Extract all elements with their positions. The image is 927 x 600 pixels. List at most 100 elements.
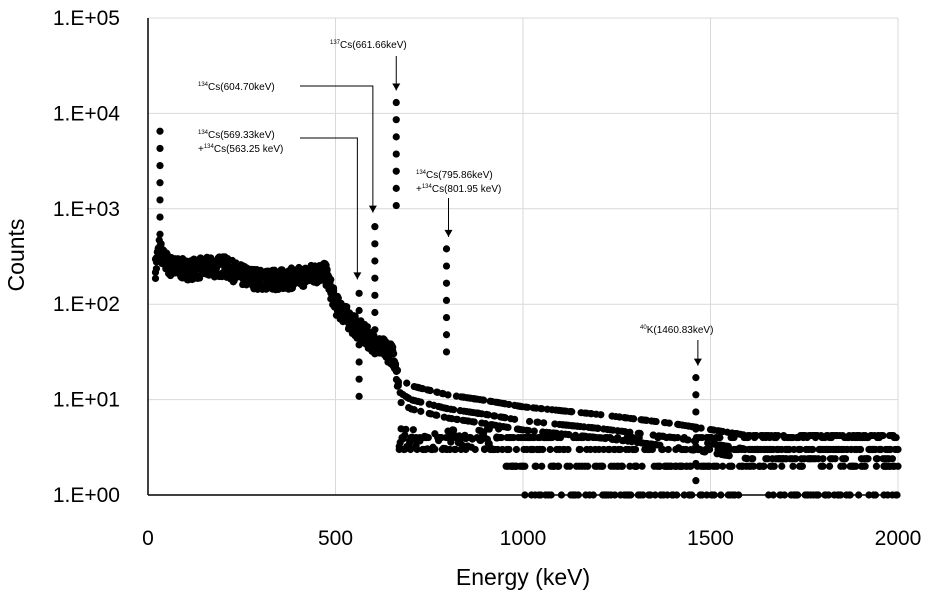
x-tick-label: 2000 (875, 527, 922, 550)
data-point (371, 326, 379, 334)
data-point (504, 423, 512, 432)
data-point (564, 445, 572, 454)
annotation-leader (300, 137, 358, 280)
data-point (470, 418, 478, 426)
data-point (391, 360, 400, 368)
data-point (534, 418, 542, 426)
data-point (636, 429, 644, 438)
data-point (410, 406, 418, 414)
data-point (156, 179, 164, 187)
data-point (879, 431, 887, 440)
data-point (538, 462, 546, 470)
data-point (750, 462, 758, 470)
data-point (442, 313, 451, 322)
annotation-label: 134Cs(604.70keV) (198, 82, 275, 93)
data-point (480, 445, 489, 453)
data-point (152, 265, 161, 273)
data-point (684, 436, 692, 444)
data-point (584, 462, 592, 470)
y-tick-label: 1.E+01 (53, 389, 120, 412)
data-point (442, 279, 451, 287)
data-point (392, 167, 400, 175)
annotation-label: 134Cs(569.33keV) (198, 130, 275, 141)
annotation-arrowhead (353, 272, 362, 280)
x-axis-ticks: 0 500 1000 1500 2000 (142, 527, 921, 550)
data-point (371, 240, 379, 248)
data-point (524, 403, 532, 411)
data-point (156, 196, 164, 204)
data-point (716, 433, 724, 442)
data-point (692, 425, 700, 433)
data-point (392, 98, 400, 107)
data-point (774, 431, 782, 440)
data-point (424, 433, 432, 442)
data-point (841, 455, 850, 463)
data-point (599, 462, 607, 470)
annotation-arrowhead (368, 205, 377, 213)
data-point (728, 462, 736, 470)
data-point (327, 275, 335, 284)
annotation-arrowhead (444, 229, 453, 237)
data-point (861, 462, 869, 470)
data-point (665, 419, 673, 427)
data-point (431, 445, 439, 453)
data-point (392, 201, 400, 210)
data-point (442, 245, 451, 253)
data-point (156, 161, 164, 170)
data-point (873, 455, 881, 463)
data-point (825, 462, 834, 470)
data-point (631, 445, 640, 454)
data-point (852, 462, 860, 470)
data-points (151, 98, 902, 499)
data-point (355, 392, 363, 400)
plot-frame (147, 18, 898, 496)
data-point (576, 445, 584, 454)
data-point (704, 439, 712, 447)
data-point (442, 262, 451, 270)
grid-lines (147, 17, 899, 496)
data-point (789, 462, 797, 470)
data-point (451, 445, 460, 454)
data-point (471, 445, 479, 454)
data-point (371, 257, 379, 265)
data-point (525, 417, 534, 426)
data-point (888, 455, 896, 463)
data-point (597, 411, 605, 419)
peak-annotations: 137Cs(661.66keV) 134Cs(604.70keV) 134Cs(56… (198, 40, 713, 366)
data-point (555, 462, 563, 470)
data-point (413, 445, 421, 454)
data-point (392, 133, 400, 141)
data-point (713, 462, 721, 470)
data-point (392, 150, 400, 158)
data-point (397, 398, 405, 407)
annotation-arrowhead (392, 83, 401, 91)
data-point (692, 459, 700, 468)
data-point (156, 144, 164, 153)
data-point (770, 462, 778, 470)
data-point (692, 408, 700, 416)
data-point (450, 406, 458, 414)
data-point (819, 455, 827, 463)
data-point (856, 445, 865, 454)
data-point (798, 462, 806, 470)
data-point (442, 296, 451, 305)
data-point (151, 274, 160, 283)
data-point (156, 213, 164, 221)
data-point (505, 445, 513, 454)
data-point (521, 462, 529, 470)
data-point (453, 415, 461, 424)
y-axis-ticks: 1.E+00 1.E+01 1.E+02 1.E+03 1.E+04 1.E+05 (53, 7, 120, 507)
x-tick-label: 1500 (687, 527, 734, 550)
data-point (525, 426, 533, 435)
data-point (796, 445, 805, 454)
data-point (819, 462, 827, 470)
x-tick-label: 0 (142, 527, 154, 550)
data-point (632, 462, 641, 470)
data-point (532, 462, 540, 470)
data-point (831, 455, 839, 463)
data-point (618, 462, 626, 470)
data-point (616, 445, 625, 454)
data-point (484, 411, 492, 419)
data-point (792, 455, 800, 463)
data-point (872, 462, 881, 470)
